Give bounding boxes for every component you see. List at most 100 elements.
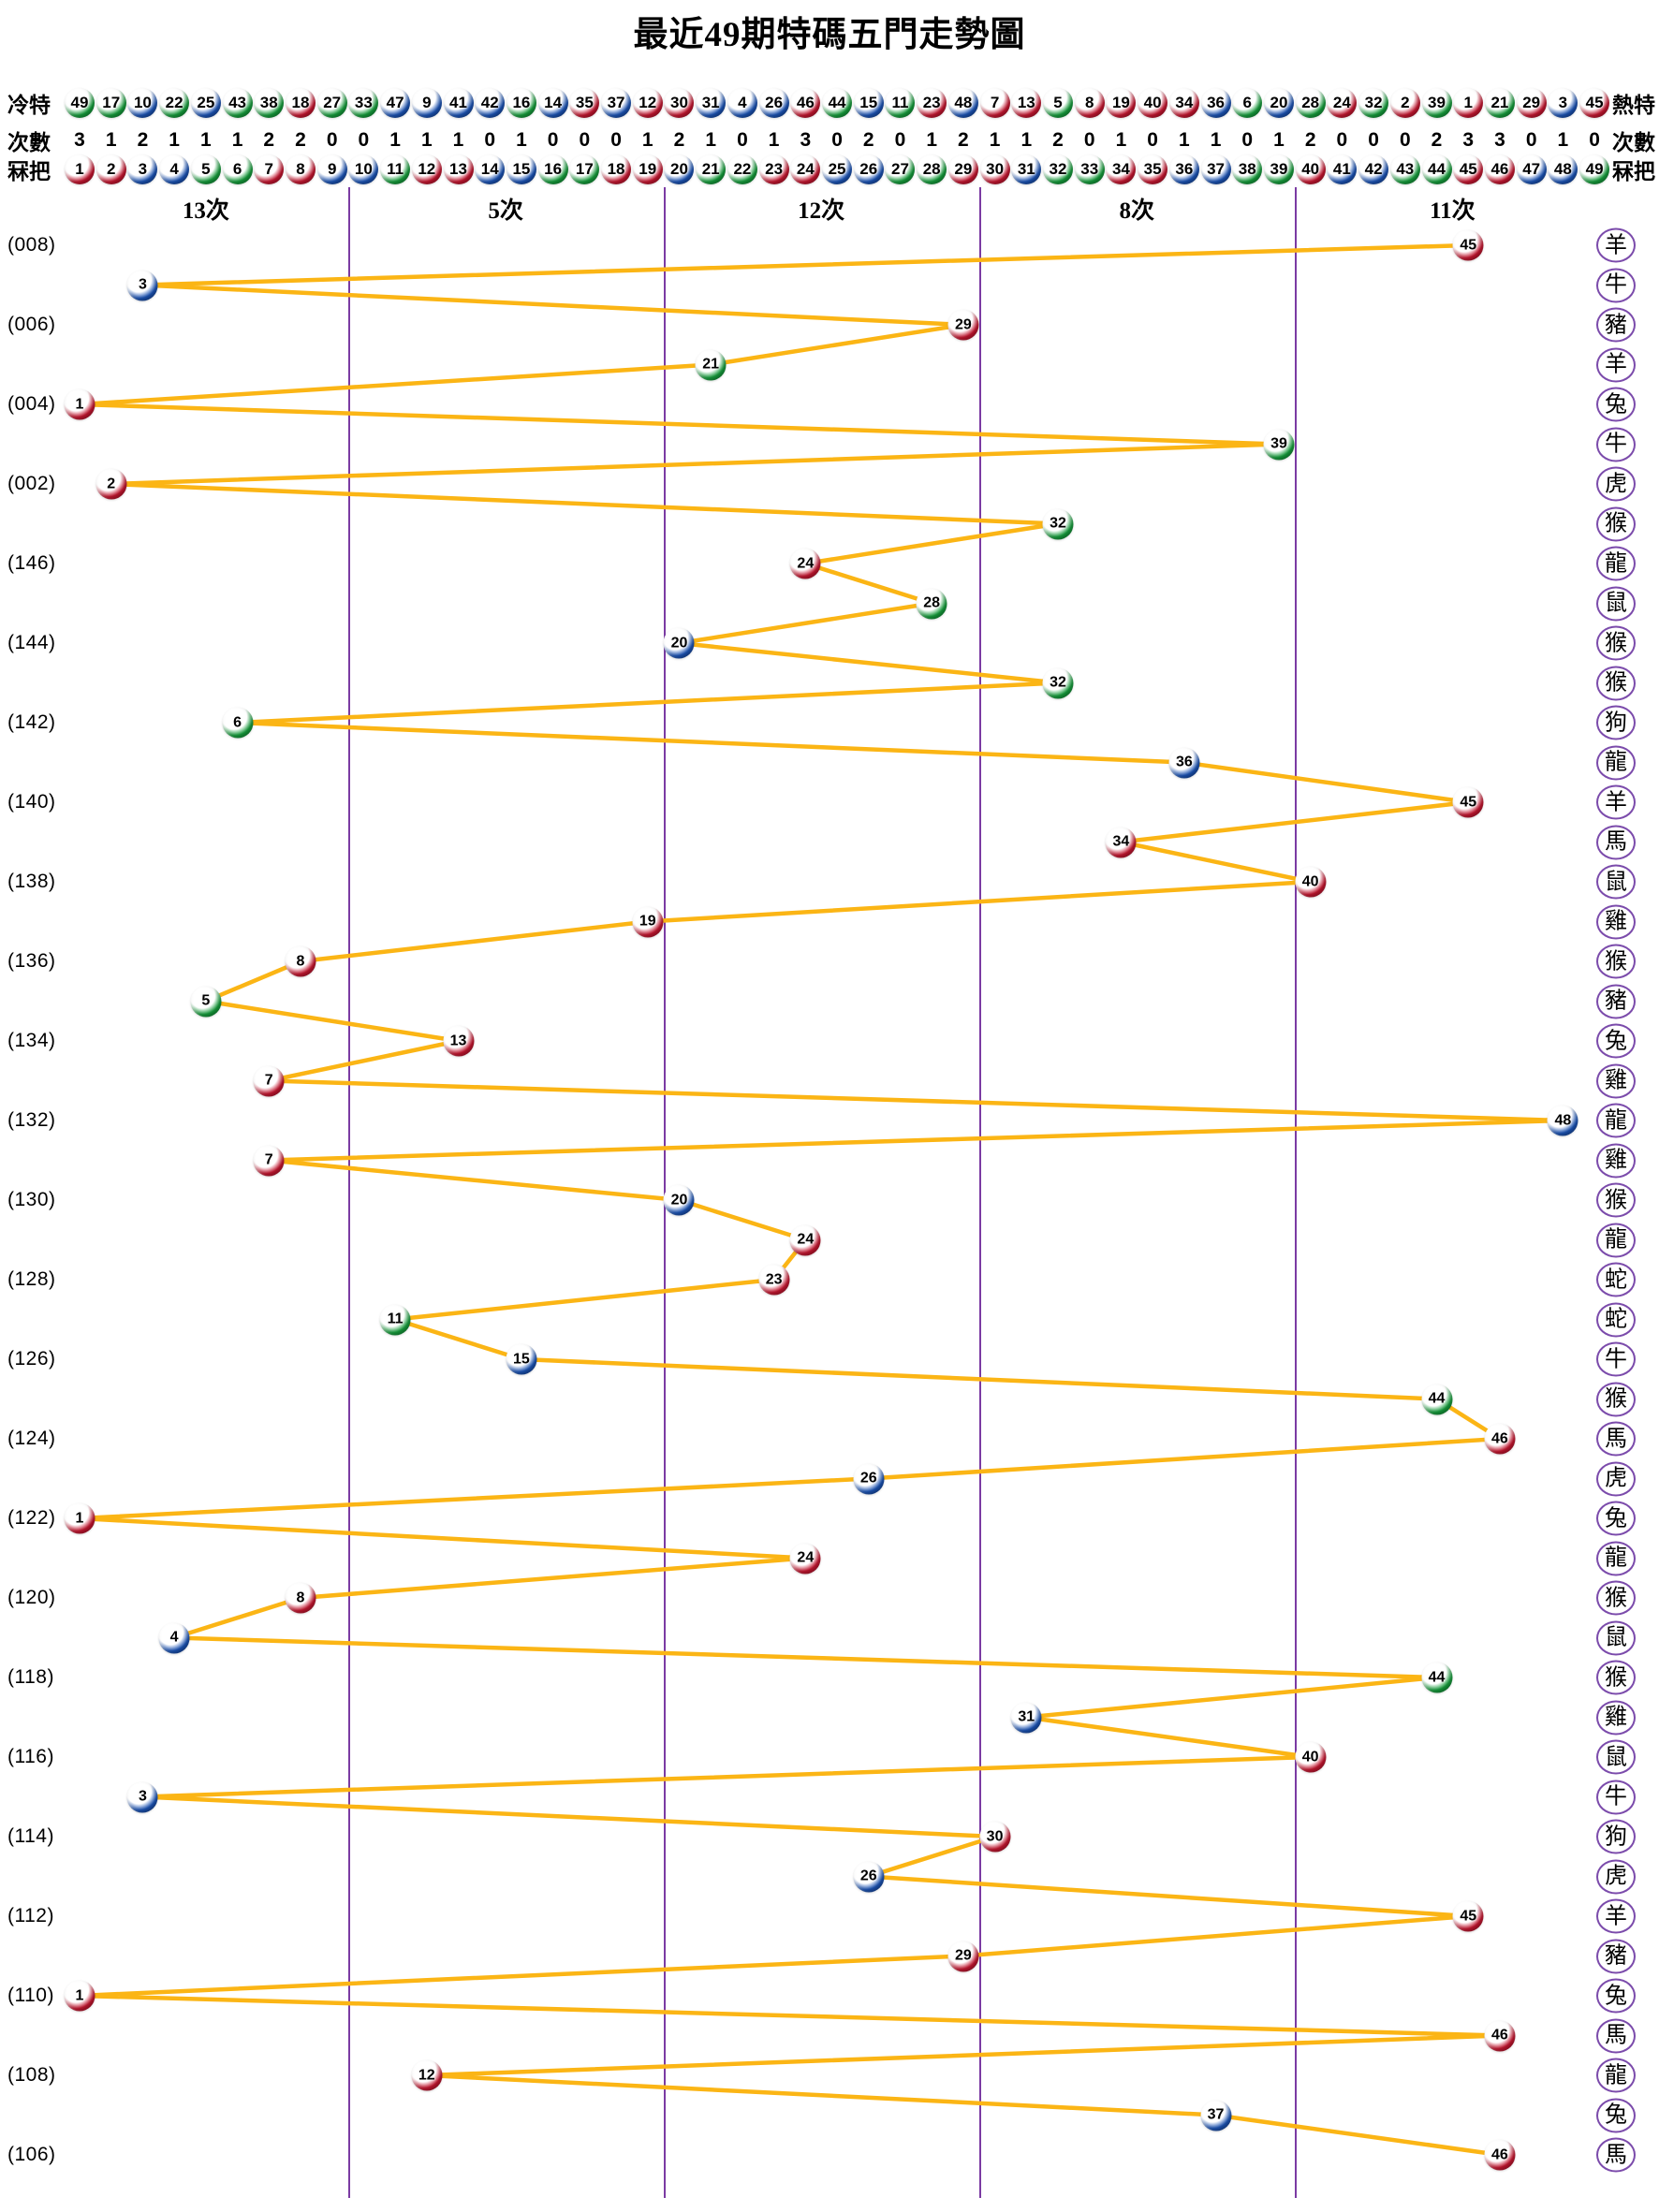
ball-number: 22: [733, 160, 752, 178]
ball-number: 46: [1490, 160, 1509, 178]
ball-number: 40: [1301, 873, 1319, 889]
ball-number: 43: [1396, 160, 1415, 178]
zodiac-character: 猴: [1605, 1188, 1627, 1212]
zodiac-badge: 羊: [1596, 347, 1636, 382]
zodiac-badge: 蛇: [1596, 1302, 1636, 1337]
ball-number: 46: [1491, 2146, 1508, 2162]
cold-hot-ball: 44: [822, 88, 853, 118]
number-scale-ball: 20: [664, 154, 695, 184]
cold-hot-ball: 28: [1295, 88, 1326, 118]
counts-row-label-right: 次數: [1612, 131, 1655, 154]
ball-number: 4: [169, 1629, 179, 1646]
ball-number: 38: [259, 94, 278, 111]
ball-number: 36: [1207, 94, 1225, 111]
drawn-number-ball: 3: [126, 270, 158, 300]
ball-number: 32: [1050, 515, 1066, 532]
zodiac-character: 羊: [1605, 1904, 1627, 1928]
ball-number: 7: [264, 1072, 273, 1089]
drawn-number-ball: 40: [1295, 1741, 1327, 1773]
zodiac-badge: 狗: [1596, 1819, 1636, 1854]
cold-hot-ball: 16: [506, 88, 536, 118]
ball-number: 23: [922, 94, 941, 111]
cold-hot-ball: 7: [979, 88, 1010, 118]
cold-hot-ball: 34: [1168, 88, 1199, 118]
ball-number: 27: [890, 160, 909, 178]
drawn-number-ball: 29: [947, 309, 979, 341]
zodiac-character: 龍: [1605, 1545, 1627, 1571]
ball-number: 47: [386, 94, 404, 111]
page-title: 最近49期特碼五門走勢圖: [633, 16, 1026, 54]
ball-number: 41: [449, 94, 467, 111]
ball-number: 26: [765, 94, 784, 111]
zodiac-badge: 龍: [1596, 1541, 1636, 1575]
ball-number: 29: [954, 316, 972, 332]
zodiac-badge: 兔: [1596, 1023, 1636, 1059]
number-scale-ball: 34: [1106, 154, 1137, 184]
appearance-count: 1: [105, 129, 117, 151]
ball-number: 46: [1491, 2027, 1508, 2044]
zodiac-character: 龍: [1605, 1227, 1627, 1252]
ball-number: 31: [701, 94, 720, 111]
number-scale-ball: 11: [380, 154, 411, 184]
period-label: (132): [7, 1109, 56, 1131]
cold-hot-ball: 4: [727, 88, 757, 118]
ball-number: 11: [387, 1311, 404, 1327]
zodiac-character: 龍: [1605, 2063, 1627, 2087]
appearance-count: 0: [1368, 129, 1379, 151]
door-divider-line: [978, 187, 981, 2198]
drawn-number-ball: 31: [1010, 1702, 1042, 1733]
number-scale-ball: 44: [1421, 154, 1452, 184]
zodiac-character: 猴: [1605, 949, 1627, 974]
ball-number: 28: [1301, 94, 1320, 111]
ball-number: 10: [354, 160, 373, 178]
zodiac-badge: 猴: [1596, 1182, 1636, 1218]
ball-number: 26: [859, 160, 878, 178]
appearance-count: 1: [1020, 129, 1033, 151]
cold-hot-ball: 8: [1074, 88, 1105, 118]
number-scale-ball: 49: [1579, 154, 1610, 184]
number-scale-ball: 8: [285, 154, 316, 184]
period-label: (128): [7, 1268, 56, 1290]
ball-number: 1: [1463, 94, 1473, 111]
ball-number: 7: [264, 160, 273, 178]
number-scale-ball: 21: [696, 154, 727, 184]
ball-number: 27: [323, 94, 342, 111]
period-label: (118): [7, 1666, 54, 1688]
ball-number: 39: [1428, 94, 1446, 111]
zodiac-badge: 猴: [1596, 944, 1636, 979]
number-scale-ball: 31: [1011, 154, 1042, 184]
cold-hot-ball: 49: [65, 88, 95, 118]
drawn-number-ball: 11: [379, 1304, 411, 1335]
drawn-number-ball: 45: [1452, 786, 1484, 818]
zodiac-character: 蛇: [1605, 1267, 1627, 1292]
period-label: (126): [7, 1348, 56, 1370]
ball-number: 44: [1428, 1669, 1446, 1685]
ball-number: 6: [233, 714, 242, 730]
period-label: (116): [7, 1746, 54, 1767]
number-scale-ball: 4: [159, 154, 190, 184]
number-scale-ball: 10: [348, 154, 379, 184]
appearance-count: 3: [1462, 129, 1475, 151]
zodiac-badge: 猴: [1596, 1382, 1636, 1416]
drawn-number-ball: 46: [1484, 1423, 1516, 1455]
drawn-number-ball: 4: [158, 1622, 190, 1653]
drawn-number-ball: 28: [916, 588, 947, 619]
drawn-number-ball: 8: [285, 945, 316, 977]
appearance-count: 1: [389, 129, 401, 151]
cold-hot-ball: 3: [1548, 88, 1578, 118]
ball-number: 49: [70, 94, 89, 111]
zodiac-badge: 蛇: [1596, 1262, 1636, 1297]
zodiac-character: 牛: [1605, 432, 1627, 457]
cold-hot-ball: 2: [1389, 88, 1420, 118]
ball-number: 28: [923, 594, 941, 611]
ball-number: 24: [796, 160, 815, 178]
zodiac-badge: 豬: [1596, 984, 1636, 1018]
number-scale-ball: 18: [601, 154, 632, 184]
appearance-count: 1: [1273, 129, 1285, 151]
appearance-count: 0: [1241, 129, 1254, 151]
ball-number: 48: [1554, 1112, 1572, 1128]
cold-hot-ball: 23: [917, 88, 947, 118]
ball-number: 15: [512, 160, 531, 178]
zodiac-character: 羊: [1605, 233, 1627, 257]
